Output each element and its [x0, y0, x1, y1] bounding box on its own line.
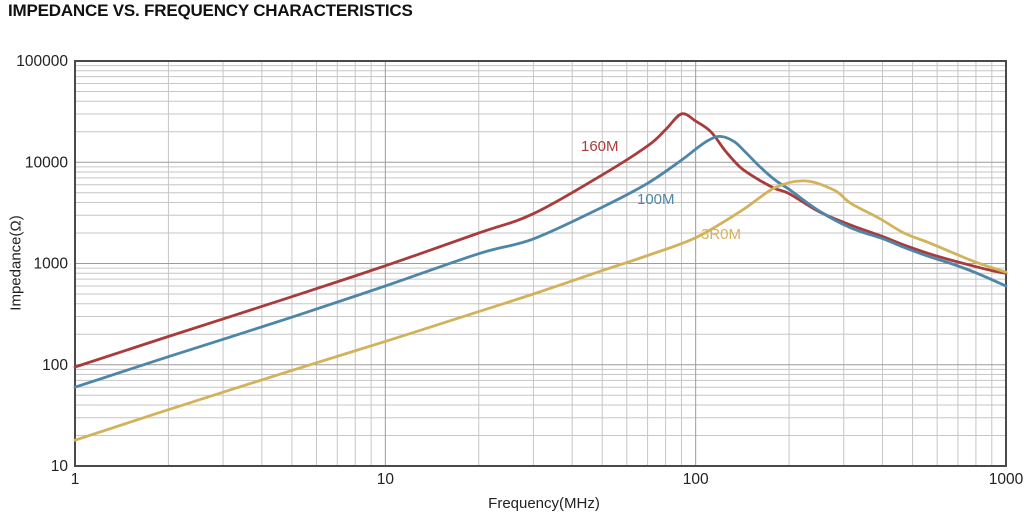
series-label-100M: 100M	[637, 191, 675, 208]
series-label-3R0M: 3R0M	[701, 226, 742, 243]
y-tick-label: 10	[51, 458, 69, 475]
x-tick-label: 1	[71, 471, 80, 488]
x-tick-label: 10	[377, 471, 395, 488]
x-tick-label: 100	[683, 471, 709, 488]
y-tick-label: 100	[42, 357, 68, 374]
y-tick-label: 1000	[34, 256, 69, 273]
curve-160M	[73, 112, 1008, 369]
chart-title: IMPEDANCE VS. FREQUENCY CHARACTERISTICS	[8, 1, 413, 20]
x-tick-label: 1000	[989, 471, 1024, 488]
y-axis-title: Impedance(Ω)	[7, 215, 25, 311]
y-tick-label: 100000	[16, 53, 68, 70]
curve-100M	[73, 134, 1008, 389]
curve-3R0M	[73, 179, 1008, 442]
y-tick-label: 10000	[25, 154, 68, 171]
series-label-160M: 160M	[581, 138, 619, 155]
plot-frame	[74, 60, 1007, 467]
x-axis-title: Frequency(MHz)	[488, 495, 600, 512]
